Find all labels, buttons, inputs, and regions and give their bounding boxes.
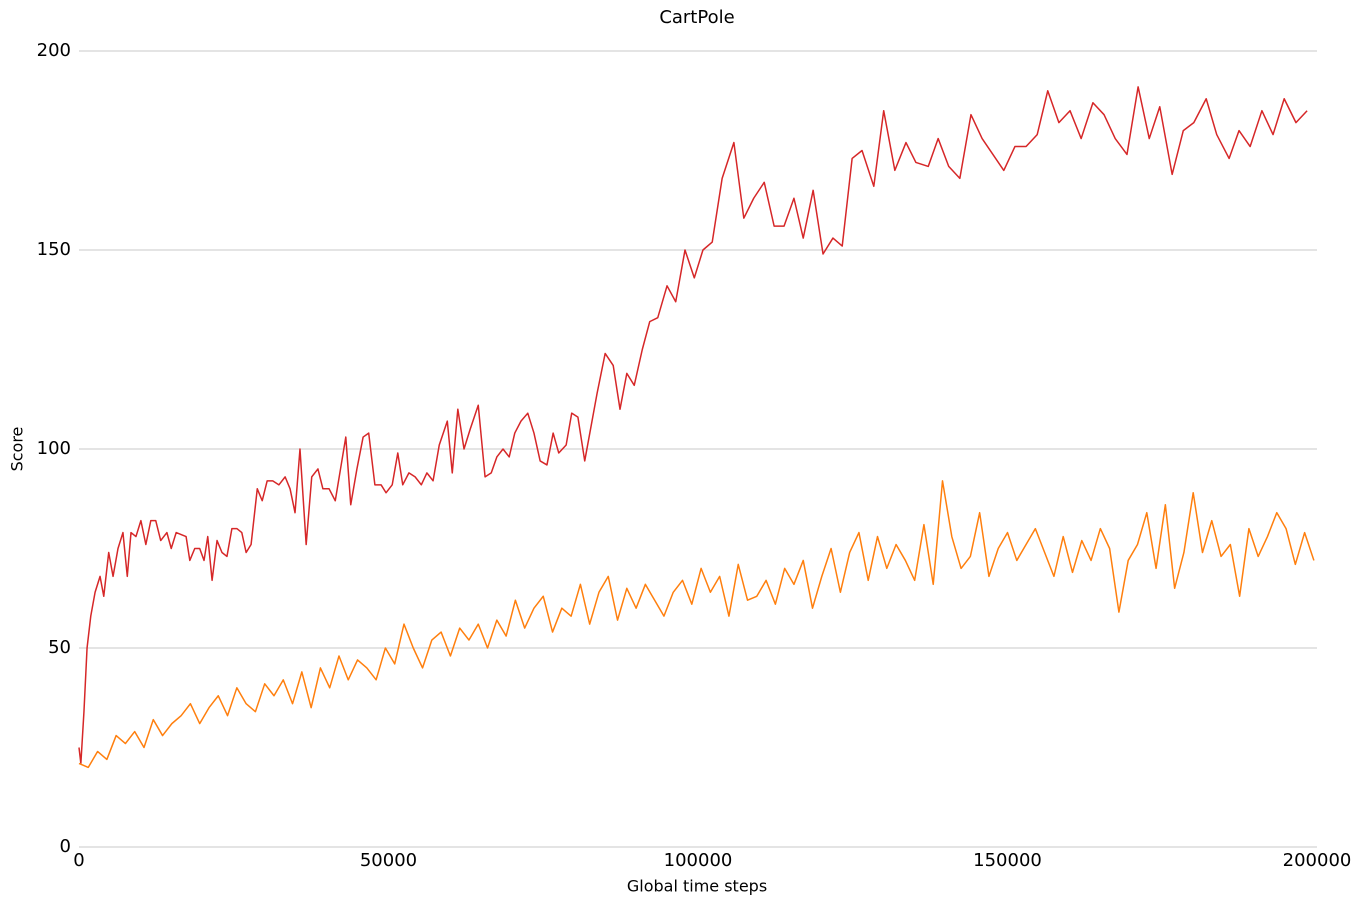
y-tick-label: 150 xyxy=(37,239,71,260)
series-line xyxy=(78,480,1315,769)
x-tick-label: 150000 xyxy=(973,850,1042,871)
chart-title: CartPole xyxy=(659,7,734,28)
y-tick-label: 50 xyxy=(48,637,71,658)
x-axis-label: Global time steps xyxy=(627,877,767,896)
y-axis-label: Score xyxy=(8,427,27,472)
x-tick-label: 50000 xyxy=(360,850,417,871)
x-tick-label: 0 xyxy=(73,850,84,871)
series-line xyxy=(78,86,1308,765)
y-tick-label: 100 xyxy=(37,438,71,459)
x-tick-label: 100000 xyxy=(664,850,733,871)
x-tick-label: 200000 xyxy=(1283,850,1352,871)
y-tick-label: 200 xyxy=(37,40,71,61)
y-tick-label: 0 xyxy=(60,836,71,857)
